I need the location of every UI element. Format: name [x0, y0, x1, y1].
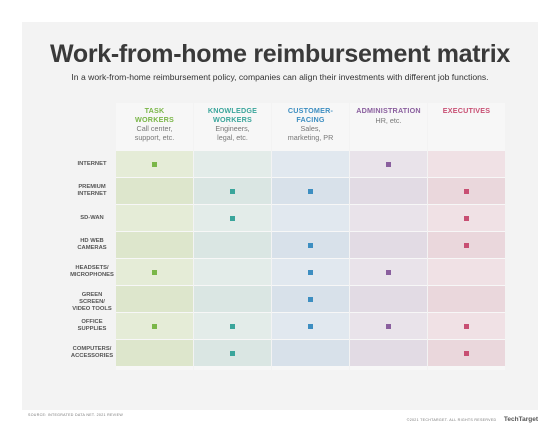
- matrix-cell: [350, 259, 427, 285]
- column-title: EXECUTIVES: [442, 106, 491, 115]
- check-square-icon: [230, 215, 235, 221]
- matrix-cell: [350, 286, 427, 312]
- matrix-cell: [116, 151, 193, 177]
- row-label: INTERNET: [77, 160, 107, 167]
- matrix-cell: [428, 286, 505, 312]
- row-label: OFFICE SUPPLIES: [77, 319, 107, 332]
- matrix-cell: [116, 286, 193, 312]
- check-square-icon: [152, 161, 157, 167]
- matrix-cell: [350, 340, 427, 366]
- page-subtitle: In a work-from-home reimbursement policy…: [71, 72, 489, 82]
- matrix-cell: [272, 286, 349, 312]
- check-square-icon: [464, 323, 469, 329]
- row-label: COMPUTERS/ ACCESSORIES: [70, 346, 114, 359]
- matrix-cell: [194, 286, 271, 312]
- matrix-cell: [272, 313, 349, 339]
- column-title: ADMINISTRATION: [356, 106, 421, 115]
- matrix-cell: [194, 205, 271, 231]
- column-title: CUSTOMER- FACING: [287, 106, 334, 124]
- row-label: GREEN SCREEN/ VIDEO TOOLS: [72, 292, 112, 312]
- column-subtitle: HR, etc.: [375, 115, 402, 125]
- check-square-icon: [230, 350, 235, 356]
- matrix-cell: [194, 340, 271, 366]
- matrix-cell: [272, 205, 349, 231]
- check-square-icon: [230, 323, 235, 329]
- matrix-cell: [350, 205, 427, 231]
- column-subtitle: Engineers, legal, etc.: [215, 124, 250, 142]
- check-square-icon: [464, 350, 469, 356]
- check-square-icon: [308, 188, 313, 194]
- column-header: ADMINISTRATION HR, etc.: [350, 106, 427, 125]
- matrix-cell: [272, 232, 349, 258]
- matrix-cell: [428, 178, 505, 204]
- matrix-cell: [350, 313, 427, 339]
- check-square-icon: [386, 323, 391, 329]
- column-header: KNOWLEDGE WORKERS Engineers, legal, etc.: [194, 106, 271, 142]
- matrix-cell: [272, 259, 349, 285]
- page-title: Work-from-home reimbursement matrix: [50, 40, 510, 68]
- check-square-icon: [308, 269, 313, 275]
- check-square-icon: [464, 215, 469, 221]
- matrix-cell: [116, 205, 193, 231]
- source-note: SOURCE: INTEGRATED DATA NET. 2021 REVIEW: [28, 413, 124, 417]
- column-subtitle: Sales, marketing, PR: [287, 124, 334, 142]
- matrix-cell: [116, 178, 193, 204]
- matrix-cell: [116, 313, 193, 339]
- row-label: HD WEB CAMERAS: [77, 238, 107, 251]
- check-square-icon: [152, 269, 157, 275]
- matrix-cell: [194, 178, 271, 204]
- matrix-cell: [428, 313, 505, 339]
- footer-brand-block: ©2021 TECHTARGET. ALL RIGHTS RESERVED Te…: [407, 411, 538, 429]
- matrix-cell: [194, 259, 271, 285]
- column-title: KNOWLEDGE WORKERS: [207, 106, 258, 124]
- brand-logo: TechTarget: [503, 416, 538, 424]
- matrix-cell: [428, 151, 505, 177]
- matrix-cell: [428, 205, 505, 231]
- row-label: PREMIUM INTERNET: [77, 184, 107, 197]
- check-square-icon: [308, 323, 313, 329]
- check-square-icon: [308, 296, 313, 302]
- matrix-cell: [272, 340, 349, 366]
- matrix-cell: [350, 178, 427, 204]
- matrix-cell: [350, 232, 427, 258]
- matrix-cell: [194, 313, 271, 339]
- row-label: SD-WAN: [80, 214, 104, 221]
- matrix-cell: [194, 232, 271, 258]
- matrix-cell: [116, 259, 193, 285]
- check-square-icon: [386, 269, 391, 275]
- column-header: CUSTOMER- FACING Sales, marketing, PR: [272, 106, 349, 142]
- matrix-cell: [428, 232, 505, 258]
- column-title: TASK WORKERS: [135, 106, 174, 124]
- copyright-note: ©2021 TECHTARGET. ALL RIGHTS RESERVED: [406, 417, 497, 422]
- check-square-icon: [308, 242, 313, 248]
- matrix-cell: [350, 151, 427, 177]
- check-square-icon: [152, 323, 157, 329]
- matrix-cell: [272, 151, 349, 177]
- matrix-cell: [428, 259, 505, 285]
- matrix-cell: [116, 340, 193, 366]
- column-header: EXECUTIVES: [428, 106, 505, 117]
- matrix-cell: [428, 340, 505, 366]
- check-square-icon: [464, 188, 469, 194]
- column-subtitle: Call center, support, etc.: [134, 124, 175, 142]
- check-square-icon: [230, 188, 235, 194]
- row-label: HEADSETS/ MICROPHONES: [70, 265, 114, 278]
- check-square-icon: [386, 161, 391, 167]
- matrix-cell: [116, 232, 193, 258]
- matrix-cell: [272, 178, 349, 204]
- matrix-cell: [194, 151, 271, 177]
- check-square-icon: [464, 242, 469, 248]
- column-header: TASK WORKERS Call center, support, etc.: [116, 106, 193, 142]
